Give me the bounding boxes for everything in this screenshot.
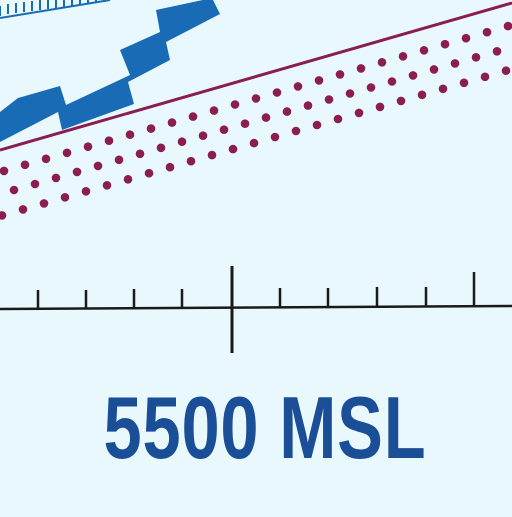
airway-dot [83,142,93,151]
airway-dot [30,179,40,189]
airway-dot [81,187,91,196]
airway-dot [198,131,208,140]
airway-dot [492,47,502,56]
scale-baseline [0,304,512,311]
airway-dot [387,77,397,86]
airway-dot [0,166,9,176]
airway-dotted-band [0,21,512,220]
airway-dot [480,72,490,82]
airway-dot [419,46,429,55]
airway-dot [429,65,439,74]
airway-dot [249,138,259,148]
airway-dot [333,114,343,124]
airway-dot [123,175,133,184]
airway-dot [501,66,511,75]
airway-dot [62,148,72,158]
airspace-boundary-hatching [0,0,111,19]
airway-dot [438,84,448,94]
airway-dot [39,199,49,208]
airway-dot [312,120,322,130]
airway-dot [9,185,19,195]
airway-dot [396,96,406,106]
airway-dot [72,167,82,177]
airway-dot [450,59,460,68]
airway-dot [303,101,313,110]
airway-dot [207,150,217,160]
altitude-label: 5500 MSL [103,378,427,477]
airway-dot [102,181,112,190]
airway-dot [165,162,175,172]
airway-dot [146,124,156,133]
airway-dot [186,156,196,166]
airway-dot [20,160,30,170]
airway-dot [324,95,334,104]
airway-dot [188,112,198,121]
airway-dot [314,76,324,85]
airway-dot [354,108,364,118]
airway-dot [41,154,51,164]
airway-dot [293,82,303,91]
airway-dot [366,83,376,92]
airway-dot [335,70,345,79]
airway-dot [240,119,250,128]
airway-dot [51,173,61,183]
airway-dot [503,21,512,31]
airway-dot [60,193,70,202]
airway-dot [375,102,385,112]
airway-dot [282,107,292,116]
airway-dot [93,161,103,171]
airway-dot [104,136,114,145]
airway-dot [398,52,408,61]
airspace-boundary-band [0,0,220,142]
airway-dot [440,39,450,49]
airway-dot [417,90,427,100]
airway-dot [345,89,355,98]
airway-dot [230,100,240,109]
airway-dot [135,149,145,159]
airway-dot [459,78,469,88]
airway-dot [228,144,238,154]
airway-dot [471,53,481,62]
airway-dot [144,168,154,178]
airway-dot [125,130,135,139]
airway-dot [270,132,280,142]
airway-dot [114,155,124,165]
airway-dot [461,33,471,43]
airway-dot [482,27,492,37]
airway-dot [251,94,261,103]
airway-dot [219,125,229,134]
airway-dot [167,118,177,127]
airway-dot [291,126,301,136]
airway-dot [0,211,7,220]
airway-dot [156,143,166,153]
distance-scale [0,266,512,353]
airway-dot [209,106,219,115]
airway-line [0,1,512,152]
airway-dot [408,71,418,80]
airway-dot [261,113,271,122]
airway-dot [18,205,28,214]
airway-dot [356,64,366,73]
airway-dot [272,88,282,97]
airway-dot [177,137,187,146]
airway-dot [377,58,387,67]
